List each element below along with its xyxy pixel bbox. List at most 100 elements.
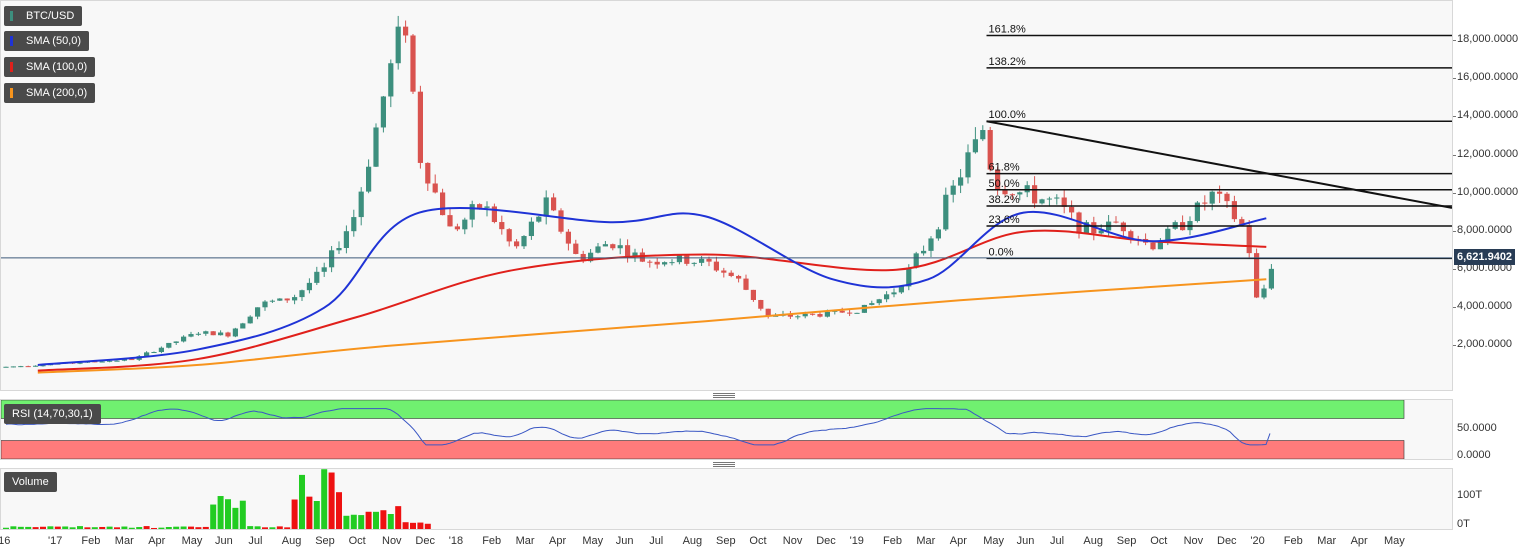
candle-body	[77, 362, 83, 364]
candle	[1069, 200, 1075, 219]
price-axis-label: 16,000.0000	[1457, 71, 1519, 84]
candle-body	[1061, 197, 1067, 207]
volume-bar	[387, 514, 394, 529]
volume-bar	[291, 499, 298, 529]
time-axis-label: Dec	[816, 535, 836, 547]
candle	[691, 262, 697, 267]
candle	[1017, 191, 1023, 201]
time-axis-label: Apr	[949, 535, 967, 547]
candle-body	[1113, 221, 1119, 223]
volume-legend[interactable]: Volume	[4, 472, 57, 492]
candle-body	[1209, 191, 1215, 204]
rsi-axis[interactable]: 0.0000 50.0000	[1453, 399, 1536, 462]
candle	[210, 331, 216, 336]
candle	[1254, 248, 1260, 299]
rsi-canvas[interactable]	[1, 400, 1452, 459]
candle	[1120, 221, 1126, 238]
pane-resize-handle-2[interactable]	[713, 461, 735, 467]
candle	[366, 159, 372, 194]
candle-body	[869, 303, 875, 305]
candle-body	[935, 229, 941, 239]
symbol-legend[interactable]: BTC/USD	[4, 6, 83, 26]
candle-body	[292, 297, 298, 301]
candle-body	[1150, 242, 1156, 250]
volume-panel[interactable]	[0, 468, 1453, 530]
candle-body	[1039, 199, 1045, 204]
candle	[432, 174, 438, 194]
candle-body	[40, 365, 46, 367]
candle-body	[107, 360, 113, 362]
candle-body	[721, 270, 727, 273]
candle-body	[388, 63, 394, 97]
time-axis-label: Mar	[515, 535, 535, 547]
price-chart-canvas[interactable]: 161.8% 138.2% 100.0% 61.8% 50.0% 38.2% 23.6% 0.…	[1, 1, 1452, 390]
candle	[292, 294, 298, 305]
candle	[869, 300, 875, 306]
volume-bar	[69, 527, 76, 529]
candle-body	[854, 312, 860, 314]
candle-body	[181, 336, 187, 342]
pane-separator-1	[0, 391, 1536, 399]
time-axis-label: Jun	[615, 535, 634, 547]
volume-bar	[395, 506, 402, 529]
candle-body	[336, 247, 342, 251]
candle-body	[1231, 201, 1237, 220]
candle-body	[343, 231, 349, 248]
candle-body	[1165, 228, 1171, 243]
candle	[1217, 185, 1223, 203]
candle	[987, 126, 993, 172]
volume-axis[interactable]: 0T 100T	[1453, 468, 1536, 530]
price-axis-tick	[1453, 306, 1456, 308]
candle-body	[898, 286, 904, 293]
candle	[543, 190, 549, 225]
rsi-legend[interactable]: RSI (14,70,30,1)	[4, 404, 101, 424]
sma100-legend[interactable]: SMA (100,0)	[4, 57, 96, 77]
candle-body	[440, 192, 446, 216]
candle-body	[210, 331, 216, 336]
price-axis-tick	[1453, 116, 1456, 118]
time-axis-label: May	[181, 535, 203, 547]
candle-body	[1246, 225, 1252, 254]
candle	[876, 298, 882, 306]
candle-body	[699, 258, 705, 263]
volume-bar	[358, 515, 365, 529]
volume-bar	[232, 507, 239, 529]
candle-body	[943, 194, 949, 230]
candle	[403, 20, 409, 43]
candle-body	[521, 236, 527, 247]
volume-bar	[284, 527, 291, 529]
sma50-legend[interactable]: SMA (50,0)	[4, 31, 90, 51]
sma200-legend[interactable]: SMA (200,0)	[4, 83, 96, 103]
candle	[898, 285, 904, 294]
candle-body	[351, 217, 357, 232]
candle-body	[1054, 197, 1060, 199]
candle-body	[543, 197, 549, 217]
pane-resize-handle-1[interactable]	[713, 392, 735, 398]
candle-body	[950, 185, 956, 195]
candle-body	[980, 130, 986, 140]
candle-body	[1268, 268, 1274, 289]
time-axis-label: Apr	[549, 535, 567, 547]
price-axis[interactable]: 2,000.0000 4,000.0000 6,000.0000 8,000.0000…	[1453, 0, 1536, 391]
candle	[847, 309, 853, 317]
candle-body	[269, 300, 275, 302]
volume-legend-label: Volume	[12, 476, 49, 488]
time-axis[interactable]: '16 '17 Feb Mar Apr May Jun Jul Aug Sep Oct Nov Dec '…	[0, 530, 1453, 553]
rsi-panel[interactable]	[0, 399, 1453, 460]
candle-body	[1002, 190, 1008, 195]
volume-bar	[47, 526, 54, 529]
candle	[654, 257, 660, 269]
candle	[980, 125, 986, 142]
price-axis-tick	[1453, 40, 1456, 42]
time-axis-label: Aug	[682, 535, 703, 547]
candle-body	[817, 314, 823, 317]
chart-background	[1, 1, 1452, 390]
price-axis-label: 4,000.0000	[1457, 299, 1513, 312]
time-axis-label: Mar	[1317, 535, 1337, 547]
candle-body	[240, 323, 246, 329]
time-axis-label: '16	[0, 535, 11, 547]
price-chart-panel[interactable]: 161.8% 138.2% 100.0% 61.8% 50.0% 38.2% 23.6% 0.…	[0, 0, 1453, 391]
volume-canvas[interactable]	[1, 469, 1452, 529]
candle-body	[736, 275, 742, 279]
candle-body	[528, 221, 534, 237]
